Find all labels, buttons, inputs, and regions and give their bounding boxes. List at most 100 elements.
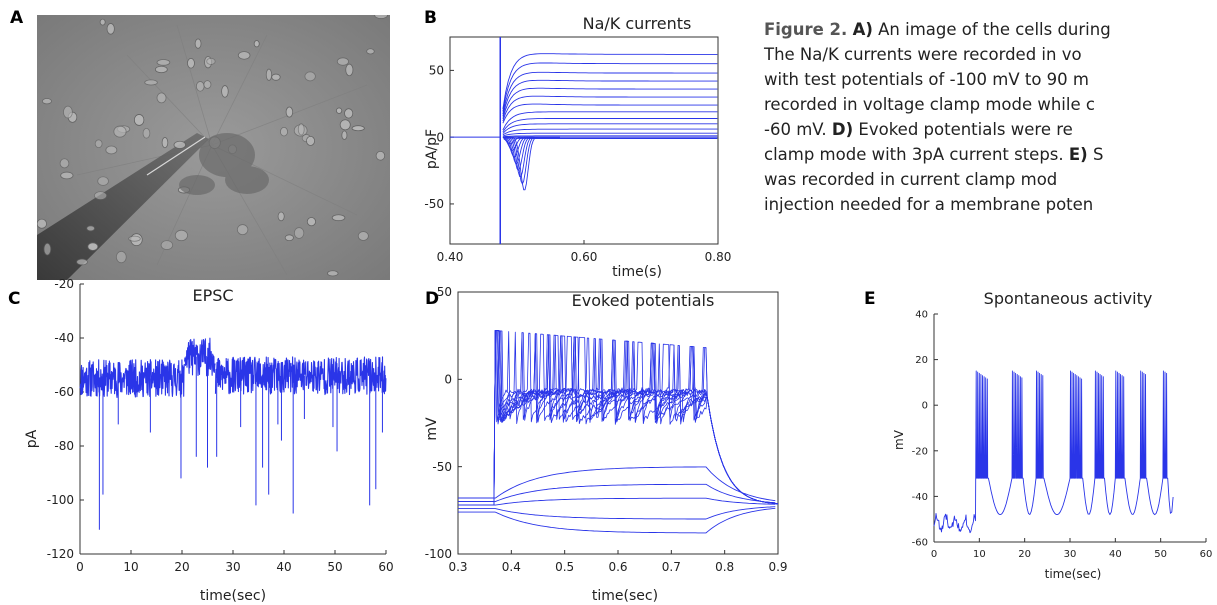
- chart-e-xlabel: time(sec): [1045, 567, 1102, 581]
- x-tick-label: 0.40: [437, 250, 464, 264]
- evoked-potentials-chart: Evoked potentials mV time(sec) 0.3 0.4 0.5…: [424, 285, 788, 604]
- cell: [327, 270, 339, 277]
- cell: [99, 18, 106, 26]
- panel-letter-a: A: [10, 8, 24, 28]
- outward-current-trace: [502, 137, 718, 139]
- x-tick-label: 0.4: [502, 560, 521, 574]
- cell: [173, 140, 187, 149]
- caption-bold: A): [852, 20, 873, 39]
- outward-current-trace: [502, 95, 718, 122]
- y-tick-label: -60: [912, 538, 928, 549]
- cell: [161, 137, 169, 149]
- subthreshold-trace: [458, 466, 776, 502]
- y-tick-label: -50: [432, 460, 452, 474]
- y-tick-label: -100: [425, 547, 452, 561]
- outward-current-trace: [502, 123, 718, 134]
- y-tick-label: 0: [436, 130, 444, 144]
- cell: [203, 80, 212, 89]
- caption-bold: E): [1068, 145, 1088, 164]
- cell: [351, 125, 365, 132]
- x-tick-label: 10: [123, 560, 138, 574]
- outward-current-trace: [502, 118, 718, 133]
- caption-text: The Na/K currents were recorded in vo: [764, 45, 1082, 64]
- caption-text: with test potentials of -100 mV to 90 m: [764, 70, 1089, 89]
- plot-frame: [449, 36, 719, 245]
- panel-letter-c: C: [8, 289, 21, 309]
- chart-d-xlabel: time(sec): [592, 588, 658, 604]
- panel-letter-e: E: [864, 289, 876, 309]
- y-tick-label: -100: [47, 493, 74, 507]
- cell: [285, 106, 294, 118]
- x-tick-label: 30: [225, 560, 240, 574]
- y-tick-label: 50: [437, 285, 452, 299]
- x-tick-label: 0.3: [448, 560, 467, 574]
- x-tick-label: 0.60: [571, 250, 598, 264]
- panel-letter-d: D: [425, 289, 440, 309]
- outward-current-trace: [502, 132, 718, 137]
- cell: [60, 171, 74, 180]
- subthreshold-trace: [458, 507, 776, 534]
- na-k-currents-chart: Na/K currents pA/pF time(s) 0.40 0.60 0.80…: [424, 14, 731, 280]
- subthreshold-trace: [458, 483, 776, 504]
- caption-line: recorded in voltage clamp mode while c: [764, 92, 1217, 117]
- caption-line: -60 mV. D) Evoked potentials were re: [764, 117, 1217, 142]
- y-tick-label: -40: [912, 492, 928, 503]
- cell: [284, 234, 294, 242]
- cell: [174, 229, 188, 242]
- epsc-chart: EPSC pA time(sec) 0 10 20 30 40 50 60 -20 -40 -60…: [24, 277, 394, 604]
- subthreshold-trace: [458, 497, 776, 506]
- spiking-trace: [458, 330, 779, 505]
- cell: [357, 231, 369, 241]
- cell: [306, 135, 315, 146]
- x-tick-label: 20: [1018, 549, 1031, 560]
- caption-line: The Na/K currents were recorded in vo: [764, 42, 1217, 67]
- cell: [265, 68, 273, 81]
- cell: [341, 130, 348, 140]
- cell: [144, 79, 158, 86]
- outward-current-trace: [502, 62, 718, 112]
- y-tick-label: 20: [915, 355, 928, 366]
- caption-text: Evoked potentials were re: [853, 120, 1073, 139]
- y-tick-label: -20: [912, 446, 928, 457]
- x-tick-label: 40: [1109, 549, 1122, 560]
- x-tick-label: 0.5: [555, 560, 574, 574]
- cell: [41, 98, 52, 105]
- x-tick-label: 0: [931, 549, 937, 560]
- chart-e-ylabel: mV: [892, 429, 906, 450]
- x-tick-label: 50: [1154, 549, 1167, 560]
- cell: [236, 224, 249, 236]
- y-tick-label: -40: [54, 331, 74, 345]
- cell: [277, 211, 285, 222]
- cell: [86, 225, 96, 232]
- x-tick-label: 0.80: [705, 250, 732, 264]
- cell-micrograph: [37, 15, 390, 280]
- chart-c-xlabel: time(sec): [200, 588, 266, 604]
- outward-current-trace: [502, 71, 718, 115]
- outward-current-trace: [502, 79, 718, 117]
- cell: [156, 59, 171, 66]
- outward-current-trace: [502, 53, 718, 109]
- outward-current-trace: [502, 128, 718, 136]
- epsc-noise-trace: [214, 356, 387, 396]
- x-tick-label: 40: [276, 560, 291, 574]
- x-tick-label: 0.8: [715, 560, 734, 574]
- cell: [335, 107, 343, 114]
- spontaneous-trace: [933, 370, 1174, 534]
- y-tick-label: -50: [424, 197, 444, 211]
- cell: [105, 145, 118, 155]
- figure-label: Figure 2.: [764, 20, 848, 39]
- x-tick-label: 0.6: [608, 560, 627, 574]
- caption-text: was recorded in current clamp mod: [764, 170, 1058, 189]
- cell: [142, 127, 151, 139]
- chart-d-title: Evoked potentials: [572, 291, 715, 310]
- cell: [93, 191, 108, 201]
- cell: [375, 150, 386, 161]
- subthreshold-trace: [458, 506, 776, 520]
- caption-text: -60 mV.: [764, 120, 832, 139]
- epsc-noise-trace: [79, 359, 185, 398]
- x-tick-label: 0: [76, 560, 84, 574]
- y-tick-label: -80: [54, 439, 74, 453]
- cell: [331, 214, 346, 222]
- chart-b-title: Na/K currents: [583, 14, 692, 33]
- cell: [43, 242, 52, 256]
